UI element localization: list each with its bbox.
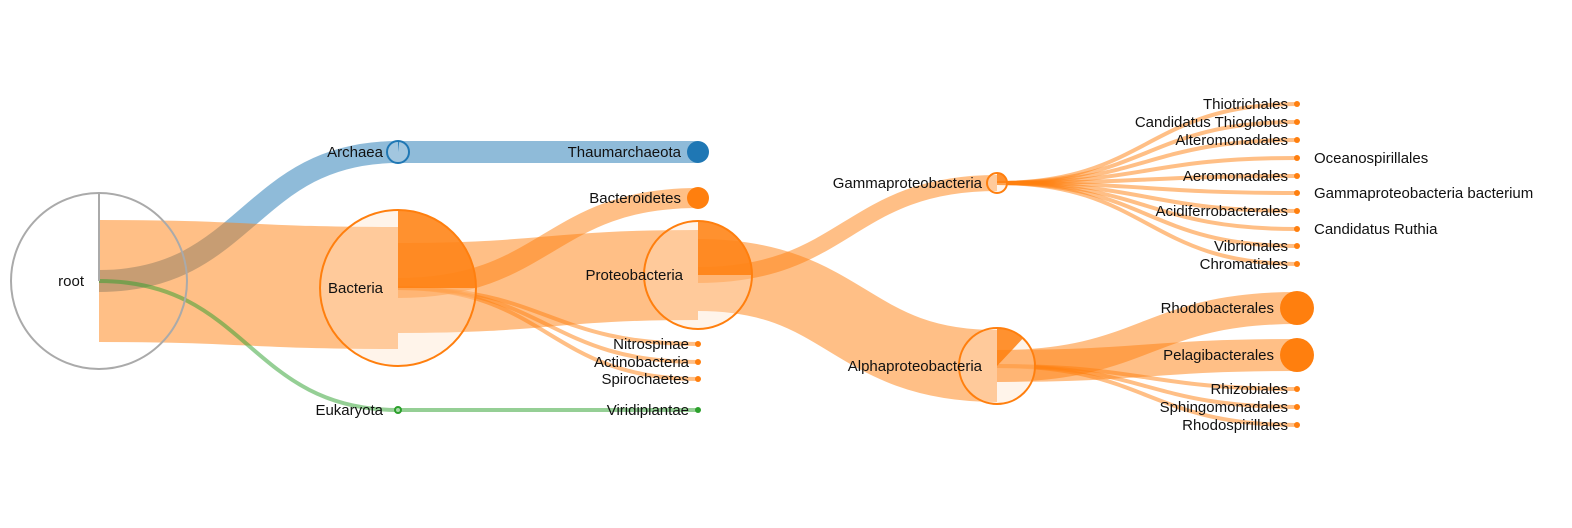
node-circle [1294, 155, 1300, 161]
link-bacteria-to-spirochaetes [397, 286, 699, 381]
node-fraction-wedge [997, 173, 1007, 183]
node-circle [1294, 190, 1300, 196]
node-circle [1294, 101, 1300, 107]
node-fraction-wedge [698, 221, 752, 275]
node-proteobacteria[interactable] [643, 220, 753, 330]
node-alteromonadales[interactable] [1294, 137, 1300, 143]
node-thiotrichales[interactable] [1294, 101, 1300, 107]
node-chromatiales[interactable] [1294, 261, 1300, 267]
node-root[interactable] [10, 192, 188, 370]
node-bacteria[interactable] [319, 209, 477, 367]
node-candidatus-ruthia[interactable] [1294, 226, 1300, 232]
node-gammaproteobacteria-bacterium[interactable] [1294, 190, 1300, 196]
node-actinobacteria[interactable] [695, 359, 701, 365]
label-acidiferrobacterales: Acidiferrobacterales [1155, 203, 1288, 220]
node-circle [1294, 173, 1300, 179]
label-candidatus-ruthia: Candidatus Ruthia [1314, 221, 1438, 238]
label-sphingomonadales: Sphingomonadales [1160, 399, 1288, 416]
node-alphaproteobacteria[interactable] [958, 327, 1036, 405]
link-gammaproteobacteria-to-chromatiales [996, 181, 1298, 266]
label-chromatiales: Chromatiales [1200, 256, 1288, 273]
node-circle [1294, 226, 1300, 232]
node-circle [1294, 137, 1300, 143]
link-root-to-bacteria [98, 220, 399, 349]
label-candidatus-thioglobus: Candidatus Thioglobus [1135, 114, 1288, 131]
label-vibrionales: Vibrionales [1214, 238, 1288, 255]
label-alteromonadales: Alteromonadales [1175, 132, 1288, 149]
label-actinobacteria: Actinobacteria [594, 354, 690, 371]
label-eukaryota: Eukaryota [315, 402, 383, 419]
node-viridiplantae[interactable] [695, 407, 701, 413]
label-thaumarchaeota: Thaumarchaeota [568, 144, 682, 161]
label-gammaproteobacteria: Gammaproteobacteria [833, 175, 983, 192]
node-fraction-wedge [398, 141, 400, 152]
node-acidiferrobacterales[interactable] [1294, 208, 1300, 214]
node-circle [1280, 291, 1314, 325]
node-rhodobacterales[interactable] [1280, 291, 1314, 325]
node-sphingomonadales[interactable] [1294, 404, 1300, 410]
node-candidatus-thioglobus[interactable] [1294, 119, 1300, 125]
link-root-to-eukaryota [98, 279, 399, 412]
label-proteobacteria: Proteobacteria [585, 267, 683, 284]
link-alphaproteobacteria-to-rhodospirillales [996, 364, 1298, 427]
node-fraction-wedge [398, 210, 476, 288]
node-circle [1294, 243, 1300, 249]
node-vibrionales[interactable] [1294, 243, 1300, 249]
label-rhodospirillales: Rhodospirillales [1182, 417, 1288, 434]
node-circle [695, 407, 701, 413]
label-rhodobacterales: Rhodobacterales [1161, 300, 1274, 317]
node-circle [695, 341, 701, 347]
node-eukaryota[interactable] [394, 406, 402, 414]
label-gammaproteobacteria-bacterium: Gammaproteobacteria bacterium [1314, 185, 1533, 202]
node-rhizobiales[interactable] [1294, 386, 1300, 392]
label-spirochaetes: Spirochaetes [601, 371, 689, 388]
label-bacteroidetes: Bacteroidetes [589, 190, 681, 207]
node-archaea[interactable] [386, 140, 410, 164]
labels-layer: root Archaea Thaumarchaeota Bacteria Bactero… [58, 96, 1533, 434]
label-pelagibacterales: Pelagibacterales [1163, 347, 1274, 364]
node-circle [1294, 422, 1300, 428]
node-thaumarchaeota[interactable] [687, 141, 709, 163]
node-fraction-wedge [997, 328, 1024, 366]
node-pelagibacterales[interactable] [1280, 338, 1314, 372]
node-circle [1294, 208, 1300, 214]
node-oceanospirillales[interactable] [1294, 155, 1300, 161]
label-root: root [58, 273, 85, 290]
node-circle [687, 187, 709, 209]
node-gammaproteobacteria[interactable] [986, 172, 1008, 194]
label-archaea: Archaea [327, 144, 384, 161]
label-aeromonadales: Aeromonadales [1183, 168, 1288, 185]
label-oceanospirillales: Oceanospirillales [1314, 150, 1428, 167]
node-circle [1294, 404, 1300, 410]
label-rhizobiales: Rhizobiales [1210, 381, 1288, 398]
label-thiotrichales: Thiotrichales [1203, 96, 1288, 113]
node-circle [1294, 261, 1300, 267]
node-circle [1280, 338, 1314, 372]
link-proteobacteria-to-alphaproteobacteria [697, 239, 998, 402]
node-nitrospinae[interactable] [695, 341, 701, 347]
label-bacteria: Bacteria [328, 280, 384, 297]
node-spirochaetes[interactable] [695, 376, 701, 382]
node-circle [394, 406, 402, 414]
node-circle [1294, 386, 1300, 392]
label-viridiplantae: Viridiplantae [607, 402, 689, 419]
node-circle [1294, 119, 1300, 125]
node-bacteroidetes[interactable] [687, 187, 709, 209]
label-nitrospinae: Nitrospinae [613, 336, 689, 353]
nodes-layer [10, 101, 1314, 428]
node-rhodospirillales[interactable] [1294, 422, 1300, 428]
node-circle [687, 141, 709, 163]
node-circle [695, 376, 701, 382]
node-aeromonadales[interactable] [1294, 173, 1300, 179]
node-circle [695, 359, 701, 365]
label-alphaproteobacteria: Alphaproteobacteria [848, 358, 983, 375]
